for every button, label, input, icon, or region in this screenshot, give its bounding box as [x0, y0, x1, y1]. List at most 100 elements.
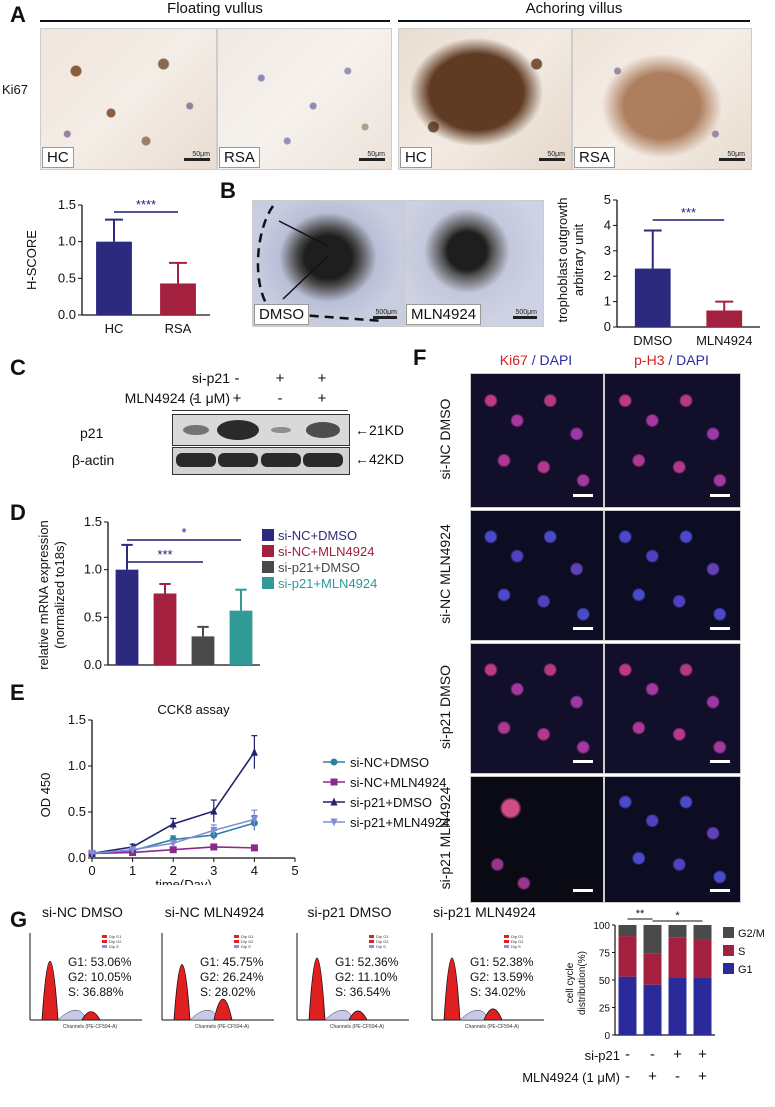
y-axis-label: relative mRNA expression [36, 520, 51, 670]
mln4924-sign: + [317, 390, 327, 407]
hist-legend-label: Dip G1 [511, 934, 524, 939]
panel-label-c: C [10, 355, 26, 380]
legend-label: si-p21+MLN4924 [278, 575, 378, 591]
y-tick-label: 0.0 [58, 307, 76, 322]
floating-villus-rule [40, 20, 390, 22]
data-point [88, 849, 96, 858]
legend-label: si-NC+DMSO [278, 527, 358, 543]
y-tick-label: 0.0 [84, 657, 102, 672]
cck8-legend: si-NC+DMSO si-NC+MLN4924 si-p21+DMSO si-p21… [322, 752, 452, 832]
g2-percentage: G2: 26.24% [200, 970, 264, 984]
actin-band-label: β-actin [72, 452, 115, 468]
hist-legend-swatch [234, 945, 239, 948]
x-tick-label: DMSO [633, 333, 672, 348]
legend-swatch [723, 963, 734, 974]
g1-peak [308, 957, 326, 1021]
p21-band [217, 420, 259, 440]
stacked-segment [693, 977, 712, 1035]
data-point [210, 843, 218, 851]
x-tick-label: HC [105, 321, 124, 336]
image-label: DMSO [254, 304, 309, 325]
si-p21-sign: - [234, 370, 240, 387]
scale-bar [573, 627, 593, 630]
y-axis-label-2: distribution(%) [577, 951, 588, 1015]
hist-legend-swatch [102, 945, 107, 948]
x-axis-label: time(Day) [155, 877, 211, 885]
hscore-chart: 0.0 0.5 1.0 1.5 HC RSA **** H-SCORE [24, 197, 210, 336]
hist-legend-label: Dip G1 [376, 934, 389, 939]
panel-label-e: E [10, 680, 25, 705]
stacked-segment [643, 953, 662, 985]
g1-percentage: G1: 53.06% [68, 955, 132, 969]
chart-title: CCK8 assay [157, 702, 230, 717]
ki67-dapi-image [470, 643, 604, 774]
significance-label: *** [157, 547, 172, 562]
panel-label-b: B [220, 178, 236, 203]
legend-swatch [262, 529, 274, 541]
scale-bar [359, 158, 385, 161]
legend-swatch [723, 927, 734, 938]
significance-label: * [675, 910, 680, 922]
hist-legend-swatch [102, 940, 107, 943]
p21-blot [172, 414, 350, 446]
y-tick-label: 1.0 [68, 758, 86, 773]
hist-legend-label: Dip G1 [109, 934, 122, 939]
g1-peak [41, 961, 59, 1021]
cck8-chart: 0.0 0.5 1.0 1.5 0 1 2 3 4 5 CCK8 assay time(Day) OD … [38, 702, 299, 885]
legend-item: si-NC+MLN4924 [322, 772, 452, 792]
legend-swatch [262, 577, 274, 589]
s-phase-area [57, 1010, 87, 1021]
p21-band [183, 424, 209, 436]
stacked-segment [618, 976, 637, 1035]
x-tick-label: 4 [251, 863, 258, 878]
ph3-dapi-header: p-H3 / DAPI [604, 352, 739, 368]
actin-band [303, 453, 343, 467]
data-point [210, 806, 218, 815]
hist-legend-label: Dip S [241, 944, 251, 949]
scale-bar [573, 889, 593, 892]
g-mln4924-sign: + [648, 1068, 657, 1085]
mrna-legend: si-NC+DMSO si-NC+MLN4924 si-p21+DMSO si-p21… [262, 527, 412, 591]
scale-bar [373, 316, 397, 319]
bar [229, 610, 253, 665]
s-phase-area [189, 1010, 219, 1021]
scale-text: 500μm [515, 309, 537, 316]
hist-legend-swatch [234, 935, 239, 938]
g-si-p21-sign: - [625, 1046, 630, 1063]
hist-legend-swatch [504, 935, 509, 938]
ihc-anchoring-rsa-image: RSA 50μm [572, 28, 752, 170]
x-tick-label: 1 [129, 863, 136, 878]
bar [191, 636, 215, 665]
data-point [330, 778, 338, 786]
panel-label-g: G [10, 907, 28, 932]
legend-swatch [262, 545, 274, 557]
fluorescence-row-label: si-NC DMSO [437, 398, 453, 479]
legend-label: S [738, 946, 745, 958]
image-label: HC [42, 147, 74, 168]
dapi-label: / DAPI [664, 352, 709, 368]
hist-x-label: Channels (PE-CF594-A) [63, 1024, 118, 1030]
hist-legend-label: Dip G1 [241, 934, 254, 939]
si-p21-sign: - [192, 370, 198, 387]
p21-size-marker: ←21KD [355, 422, 405, 438]
legend-item: si-NC+DMSO [262, 527, 412, 543]
hist-legend-label: Dip S [511, 944, 521, 949]
legend-label: si-NC+MLN4924 [350, 774, 447, 790]
y-tick-label: 5 [604, 192, 611, 207]
stacked-segment [618, 936, 637, 977]
ph3-stain-label: p-H3 [634, 352, 665, 368]
g-mln4924-sign: - [625, 1068, 630, 1085]
y-axis-label-2: arbitrary unit [571, 223, 586, 296]
p21-band [271, 426, 291, 434]
hist-x-label: Channels (PE-CF594-A) [330, 1024, 385, 1030]
actin-band [218, 453, 258, 467]
x-tick-label: 5 [291, 863, 298, 878]
ki67-dapi-image [470, 776, 604, 903]
image-label: RSA [219, 147, 260, 168]
hist-legend-label: Dip G2 [109, 939, 122, 944]
g1-percentage: G1: 45.75% [200, 955, 264, 969]
data-point [250, 815, 258, 824]
ki67-stain-label: Ki67 [499, 352, 528, 368]
legend-label: G1 [738, 964, 753, 976]
